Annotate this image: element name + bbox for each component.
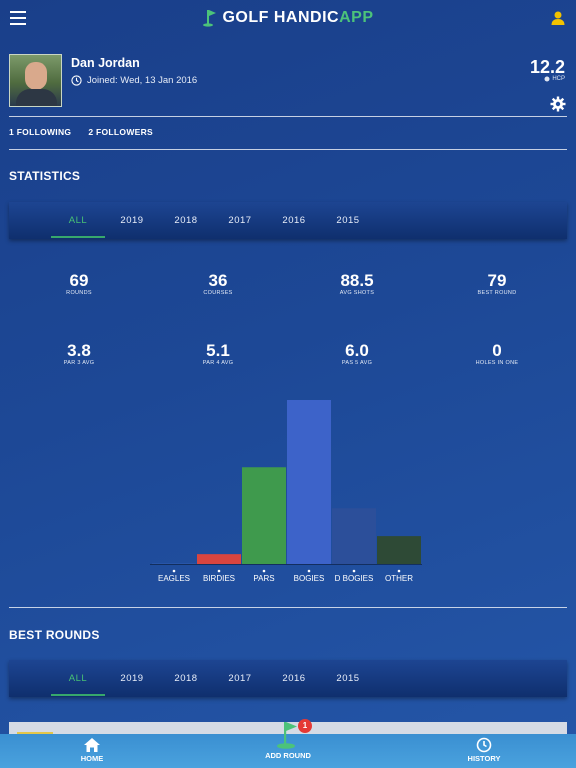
social-counts: 1 FOLLOWING 2 FOLLOWERS [9, 127, 153, 137]
divider [9, 149, 567, 150]
joined-date-text: Joined: Wed, 13 Jan 2016 [87, 75, 198, 86]
stat-par4-avg: 5.1 PAR 4 AVG [202, 341, 234, 367]
followers-link[interactable]: 2 FOLLOWERS [88, 127, 154, 137]
tab-2015[interactable]: 2015 [336, 215, 360, 226]
following-link[interactable]: 1 FOLLOWING [9, 127, 72, 137]
chart-category-label: EAGLES [158, 574, 190, 583]
chart-tick-dot [217, 569, 221, 573]
statistics-title: STATISTICS [9, 169, 81, 183]
chart-category-label: BOGIES [294, 574, 325, 583]
home-icon [84, 738, 100, 752]
chart-bar-d-bogies [332, 508, 376, 564]
statistics-year-tabs: ALL 2019 2018 2017 2016 2015 [9, 202, 567, 239]
logo-accent-text: APP [339, 9, 374, 26]
divider [9, 607, 567, 608]
chart-category-label: BIRDIES [203, 574, 235, 583]
nav-home[interactable]: HOME [72, 737, 112, 763]
stat-rounds: 69 ROUNDS [66, 271, 92, 297]
clock-icon [476, 737, 492, 753]
bottom-navigation: HOME ADD ROUND HISTORY [0, 722, 576, 768]
stat-holes-in-one: 0 HOLES IN ONE [475, 341, 519, 367]
nav-add-round-label: ADD ROUND [265, 751, 311, 760]
tab-2016[interactable]: 2016 [282, 215, 306, 226]
handicap-display: 12.2 HCP [530, 58, 565, 82]
handicap-label: HCP [552, 76, 565, 82]
nav-history-label: HISTORY [467, 754, 501, 763]
tab-2018[interactable]: 2018 [174, 673, 198, 684]
hamburger-menu-icon[interactable] [10, 11, 26, 25]
tab-2016[interactable]: 2016 [282, 673, 306, 684]
globe-icon [544, 76, 550, 82]
stat-par3-avg: 3.8 PAR 3 AVG [63, 341, 95, 367]
chart-tick-dot [397, 569, 401, 573]
best-rounds-title: BEST ROUNDS [9, 628, 100, 642]
tab-2018[interactable]: 2018 [174, 215, 198, 226]
stat-par5-avg: 6.0 PAS 5 AVG [341, 341, 373, 367]
clock-icon [71, 75, 82, 86]
tab-all[interactable]: ALL [51, 202, 105, 239]
settings-gear-icon[interactable] [550, 96, 566, 112]
chart-tick-dot [352, 569, 356, 573]
avatar[interactable] [9, 54, 62, 107]
nav-add-round[interactable]: ADD ROUND [258, 720, 318, 760]
stat-best-round: 79 BEST ROUND [477, 271, 517, 297]
profile-name: Dan Jordan [71, 56, 140, 70]
golf-flag-icon [203, 10, 217, 27]
best-rounds-year-tabs: ALL 2019 2018 2017 2016 2015 [9, 660, 567, 697]
chart-bar-birdies [197, 554, 241, 564]
tab-all[interactable]: ALL [51, 660, 105, 697]
chart-category-label: PARS [253, 574, 274, 583]
tab-2017[interactable]: 2017 [228, 673, 252, 684]
chart-tick-dot [262, 569, 266, 573]
chart-category-label: D BOGIES [335, 574, 374, 583]
nav-history[interactable]: HISTORY [462, 737, 506, 763]
chart-bar-bogies [287, 400, 331, 564]
chart-tick-dot [172, 569, 176, 573]
tab-2015[interactable]: 2015 [336, 673, 360, 684]
tab-2017[interactable]: 2017 [228, 215, 252, 226]
chart-tick-dot [307, 569, 311, 573]
handicap-value: 12.2 [529, 57, 565, 77]
joined-date: Joined: Wed, 13 Jan 2016 [71, 75, 197, 86]
chart-bar-other [377, 536, 421, 564]
tab-2019[interactable]: 2019 [120, 215, 144, 226]
notification-badge: 1 [298, 719, 312, 733]
stat-avg-shots: 88.5 AVG SHOTS [339, 271, 375, 297]
golf-flag-icon [277, 722, 297, 749]
app-logo: GOLF HANDIC APP [202, 9, 373, 27]
chart-category-label: OTHER [385, 574, 413, 583]
tab-2019[interactable]: 2019 [120, 673, 144, 684]
nav-home-label: HOME [80, 754, 104, 763]
chart-bar-eagles [152, 563, 196, 564]
user-profile-icon[interactable] [550, 10, 566, 26]
divider [9, 116, 567, 117]
top-app-bar: GOLF HANDIC APP [0, 0, 576, 36]
chart-bar-pars [242, 467, 286, 564]
logo-text: GOLF HANDIC [222, 9, 340, 26]
score-distribution-chart: EAGLES BIRDIES PARS BOGIES D BOGIES OTHER [150, 400, 422, 583]
profile-header: Dan Jordan Joined: Wed, 13 Jan 2016 12.2… [9, 54, 567, 114]
stat-courses: 36 COURSES [203, 271, 233, 297]
